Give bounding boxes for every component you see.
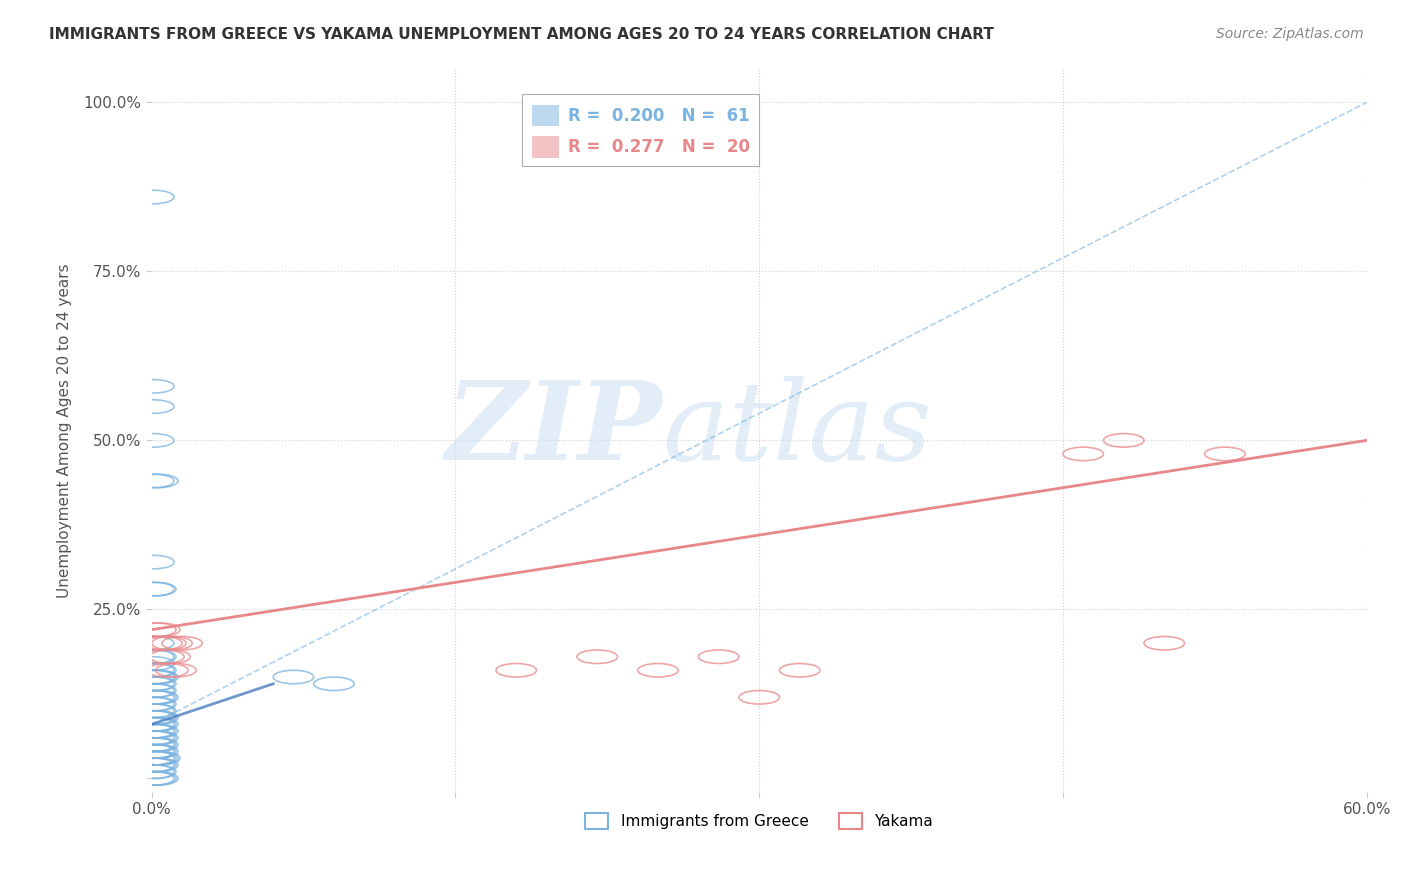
Text: R =  0.277   N =  20: R = 0.277 N = 20 — [568, 137, 751, 155]
Legend: Immigrants from Greece, Yakama: Immigrants from Greece, Yakama — [579, 806, 939, 835]
FancyBboxPatch shape — [531, 104, 558, 127]
Y-axis label: Unemployment Among Ages 20 to 24 years: Unemployment Among Ages 20 to 24 years — [58, 263, 72, 598]
FancyBboxPatch shape — [522, 94, 759, 166]
Text: R =  0.200   N =  61: R = 0.200 N = 61 — [568, 106, 749, 125]
Text: Source: ZipAtlas.com: Source: ZipAtlas.com — [1216, 27, 1364, 41]
Text: IMMIGRANTS FROM GREECE VS YAKAMA UNEMPLOYMENT AMONG AGES 20 TO 24 YEARS CORRELAT: IMMIGRANTS FROM GREECE VS YAKAMA UNEMPLO… — [49, 27, 994, 42]
FancyBboxPatch shape — [531, 136, 558, 158]
Text: atlas: atlas — [662, 376, 932, 484]
Text: ZIP: ZIP — [446, 376, 662, 484]
